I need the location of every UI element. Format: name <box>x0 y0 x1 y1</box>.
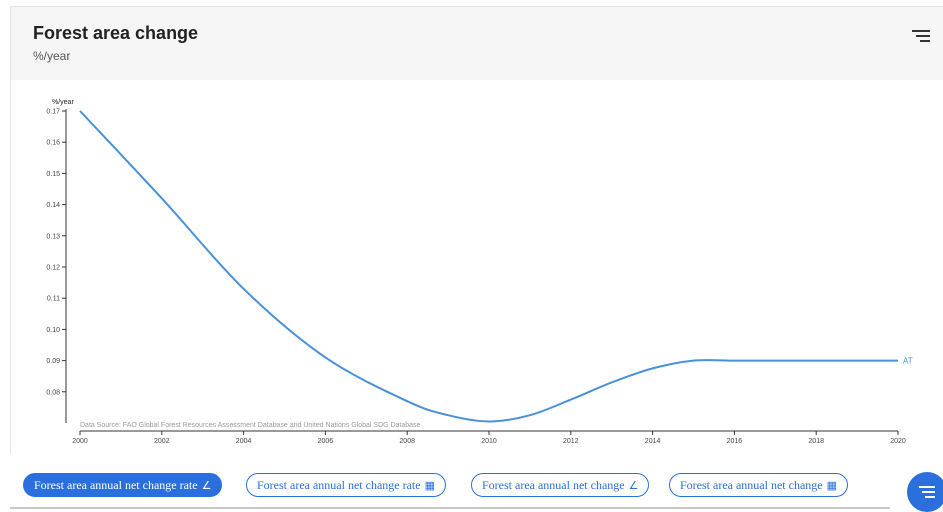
scrollbar-track[interactable] <box>10 507 890 509</box>
series-end-label: AT <box>903 357 913 366</box>
x-tick-label: 2010 <box>481 438 497 445</box>
x-tick-label: 2000 <box>72 438 88 445</box>
chart-header: Forest area change %/year <box>10 6 943 81</box>
x-tick-label: 2018 <box>808 438 824 445</box>
tab-net-change-chart[interactable]: Forest area annual net change ∠ <box>471 473 650 497</box>
chart-tabs: Forest area annual net change rate ∠ Fore… <box>10 462 943 512</box>
chart-subtitle: %/year <box>33 49 71 63</box>
x-tick-label: 2002 <box>154 438 170 445</box>
x-tick-label: 2006 <box>318 438 334 445</box>
y-tick-label: 0.13 <box>46 233 60 240</box>
x-tick-label: 2012 <box>563 438 579 445</box>
filter-menu-icon <box>919 486 935 498</box>
x-tick-label: 2008 <box>399 438 415 445</box>
x-tick-label: 2014 <box>645 438 661 445</box>
hamburger-filter-icon[interactable] <box>912 29 930 43</box>
data-source-note: Data Source: FAO Global Forest Resources… <box>80 422 421 429</box>
table-icon: ▦ <box>424 480 435 492</box>
y-tick-label: 0.11 <box>47 296 60 303</box>
x-tick-label: 2016 <box>727 438 743 445</box>
tab-label: Forest area annual net change <box>680 478 823 492</box>
tab-label: Forest area annual net change rate <box>257 478 421 492</box>
tab-label: Forest area annual net change <box>482 478 625 492</box>
y-unit-label: %/year <box>52 99 74 106</box>
x-tick-label: 2020 <box>890 438 906 445</box>
filter-menu-button[interactable] <box>907 472 943 512</box>
line-chart-icon: ∠ <box>628 480 639 492</box>
tab-net-change-table[interactable]: Forest area annual net change ▦ <box>669 473 849 497</box>
y-tick-label: 0.17 <box>46 109 60 116</box>
table-icon: ▦ <box>826 480 838 492</box>
line-chart-icon: ∠ <box>201 480 212 492</box>
tab-net-change-rate-chart[interactable]: Forest area annual net change rate ∠ <box>23 473 223 497</box>
y-tick-label: 0.09 <box>46 358 60 365</box>
chart-area: %/year 0.08 0.09 0.10 0.11 0.12 0.13 0.14 0.15 0.… <box>10 80 943 454</box>
x-tick-label: 2004 <box>236 438 252 445</box>
y-tick-label: 0.10 <box>46 327 60 334</box>
y-tick-label: 0.12 <box>46 265 60 272</box>
tab-net-change-rate-table[interactable]: Forest area annual net change rate ▦ <box>246 473 446 497</box>
y-tick-label: 0.15 <box>46 171 60 178</box>
series-line-at <box>79 110 898 423</box>
chart-title: Forest area change <box>33 23 199 43</box>
y-tick-label: 0.14 <box>46 202 60 209</box>
line-chart: %/year 0.08 0.09 0.10 0.11 0.12 0.13 0.14 0.15 0.… <box>46 99 913 445</box>
tab-label: Forest area annual net change rate <box>34 478 198 492</box>
y-tick-label: 0.08 <box>46 389 60 396</box>
y-tick-label: 0.16 <box>46 140 60 147</box>
